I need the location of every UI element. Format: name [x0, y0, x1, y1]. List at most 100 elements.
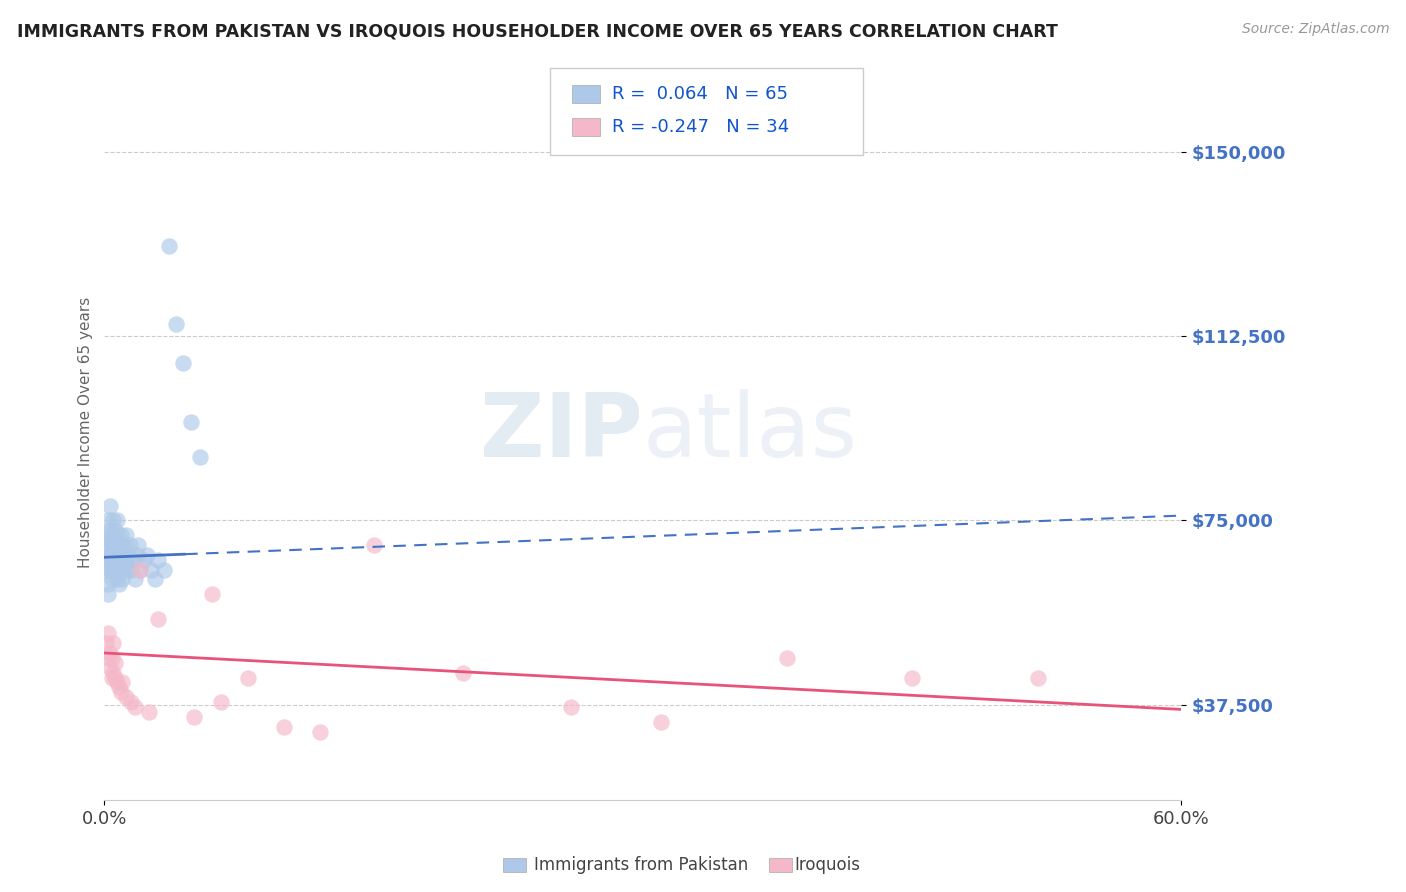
Point — [100, 671, 122, 685]
Point — [124, 573, 146, 587]
Point — [775, 651, 797, 665]
Point — [148, 553, 170, 567]
Point — [453, 665, 475, 680]
Point — [107, 548, 129, 562]
Text: IMMIGRANTS FROM PAKISTAN VS IROQUOIS HOUSEHOLDER INCOME OVER 65 YEARS CORRELATIO: IMMIGRANTS FROM PAKISTAN VS IROQUOIS HOU… — [17, 22, 1057, 40]
Text: R = -0.247   N = 34: R = -0.247 N = 34 — [612, 118, 789, 136]
Point — [100, 651, 122, 665]
Point — [104, 548, 127, 562]
Point — [111, 675, 134, 690]
Point — [112, 538, 135, 552]
Point — [111, 538, 134, 552]
Point — [236, 671, 259, 685]
Point — [115, 528, 138, 542]
Point — [273, 720, 295, 734]
Point — [103, 636, 125, 650]
Point — [143, 573, 166, 587]
Point — [97, 577, 120, 591]
Point — [98, 499, 121, 513]
Point — [97, 651, 120, 665]
Point — [107, 577, 129, 591]
Point — [127, 538, 149, 552]
Point — [560, 700, 582, 714]
Point — [96, 548, 118, 562]
Point — [115, 553, 138, 567]
Point — [117, 548, 139, 562]
Point — [188, 450, 211, 464]
Text: Immigrants from Pakistan: Immigrants from Pakistan — [534, 856, 748, 874]
Point — [122, 553, 145, 567]
Text: ZIP: ZIP — [481, 389, 643, 475]
Point — [103, 513, 125, 527]
Text: Source: ZipAtlas.com: Source: ZipAtlas.com — [1241, 22, 1389, 37]
Point — [165, 317, 187, 331]
Point — [139, 563, 162, 577]
Point — [105, 573, 128, 587]
Point — [120, 563, 142, 577]
Point — [103, 665, 125, 680]
Point — [96, 636, 118, 650]
Point — [132, 553, 155, 567]
Point — [363, 538, 385, 552]
Point — [157, 238, 180, 252]
Point — [901, 671, 924, 685]
Point — [136, 548, 159, 562]
Point — [97, 553, 120, 567]
Text: atlas: atlas — [643, 389, 858, 475]
Point — [96, 528, 118, 542]
Point — [98, 523, 121, 537]
Point — [100, 558, 122, 572]
Point — [104, 563, 127, 577]
Point — [104, 538, 127, 552]
Point — [98, 548, 121, 562]
Point — [105, 513, 128, 527]
Point — [148, 612, 170, 626]
Point — [97, 587, 120, 601]
Point — [100, 538, 122, 552]
Point — [98, 646, 121, 660]
Point — [107, 538, 129, 552]
Point — [98, 661, 121, 675]
Text: Iroquois: Iroquois — [794, 856, 860, 874]
Point — [183, 710, 205, 724]
Point — [96, 563, 118, 577]
Point — [103, 528, 125, 542]
Point — [98, 533, 121, 548]
Point — [110, 528, 132, 542]
Point — [111, 548, 134, 562]
Point — [110, 553, 132, 567]
Point — [105, 675, 128, 690]
Point — [129, 563, 152, 577]
Point — [103, 538, 125, 552]
Point — [125, 548, 148, 562]
Point — [129, 563, 152, 577]
Point — [104, 671, 127, 685]
Point — [117, 563, 139, 577]
Point — [111, 573, 134, 587]
Point — [115, 690, 138, 705]
Point — [201, 587, 224, 601]
Point — [110, 563, 132, 577]
Point — [105, 553, 128, 567]
Point — [104, 656, 127, 670]
Point — [650, 714, 672, 729]
Point — [1026, 671, 1049, 685]
Point — [138, 705, 160, 719]
Text: R =  0.064   N = 65: R = 0.064 N = 65 — [612, 85, 787, 103]
Point — [120, 695, 142, 709]
Point — [124, 700, 146, 714]
Point — [97, 538, 120, 552]
Point — [308, 724, 330, 739]
Point — [209, 695, 232, 709]
Y-axis label: Householder Income Over 65 years: Householder Income Over 65 years — [79, 296, 93, 568]
Point — [104, 523, 127, 537]
Point — [97, 513, 120, 527]
Point — [118, 538, 141, 552]
Point — [105, 528, 128, 542]
Point — [100, 573, 122, 587]
Point — [180, 415, 202, 429]
Point — [172, 356, 194, 370]
Point — [100, 548, 122, 562]
Point — [97, 626, 120, 640]
Point — [107, 563, 129, 577]
